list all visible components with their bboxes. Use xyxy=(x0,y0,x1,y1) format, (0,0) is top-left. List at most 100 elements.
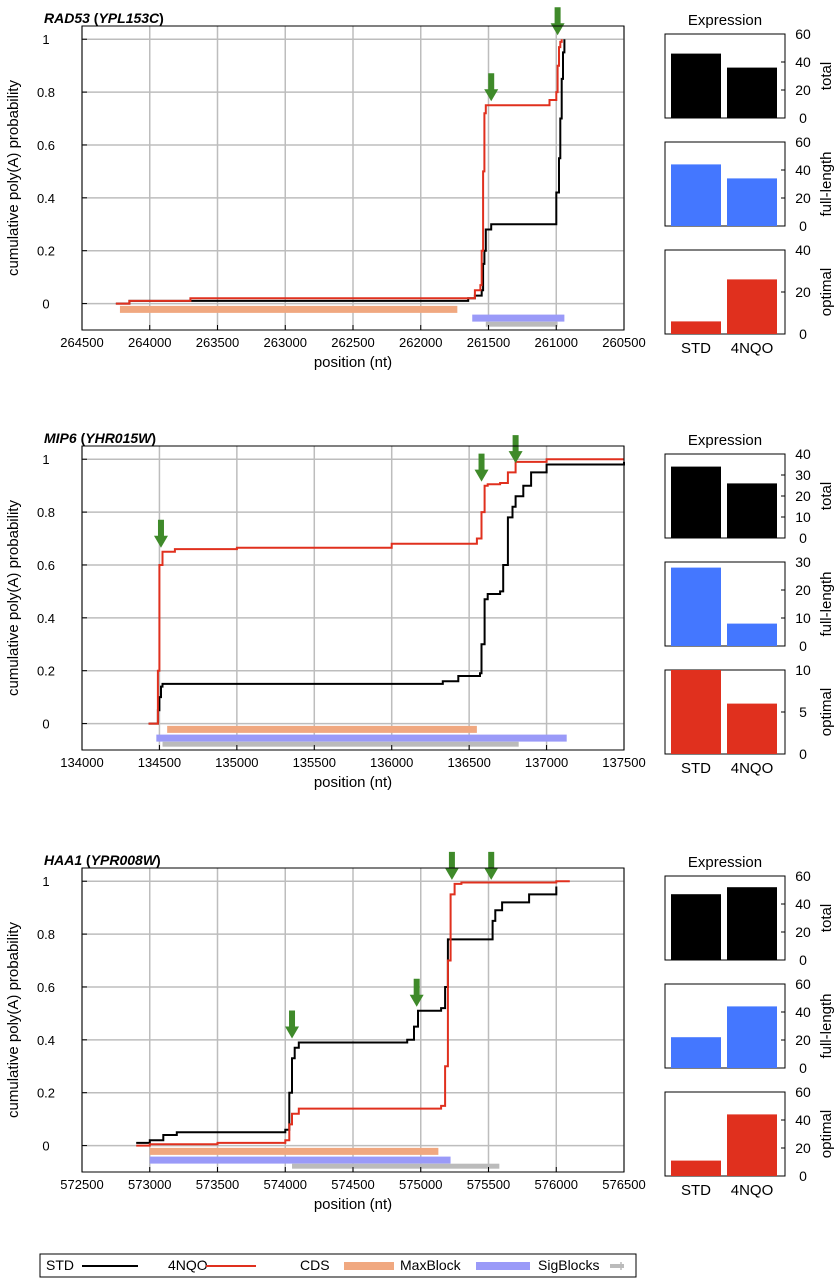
bar-total-4nqo xyxy=(727,483,777,538)
bar-y-tick-label: 30 xyxy=(795,554,811,570)
x-tick-label: 575000 xyxy=(399,1177,442,1192)
bar-full-length-std xyxy=(671,567,721,646)
bar-chart-label: total xyxy=(818,62,835,90)
y-tick-label: 1 xyxy=(42,874,49,889)
x-tick-label: 136000 xyxy=(370,755,413,770)
y-tick-label: 0 xyxy=(42,1139,49,1154)
bar-y-tick-label: 0 xyxy=(799,1168,807,1184)
bar-total-std xyxy=(671,894,721,960)
paren-close: ) xyxy=(159,10,164,26)
poly-a-site-arrow xyxy=(484,851,499,880)
paren-open: ( xyxy=(90,10,99,26)
y-tick-label: 0.8 xyxy=(37,505,55,520)
bar-y-tick-label: 0 xyxy=(799,218,807,234)
gene-name: HAA1 xyxy=(44,852,82,868)
bar-y-tick-label: 40 xyxy=(795,446,811,462)
y-axis-label: cumulative poly(A) probability xyxy=(5,500,22,696)
block-maxblock xyxy=(472,314,565,322)
paren-close: ) xyxy=(151,430,156,446)
block-maxblock xyxy=(149,1156,451,1164)
plot-area xyxy=(82,446,624,750)
x-tick-label: 263000 xyxy=(264,335,307,350)
y-axis-label: cumulative poly(A) probability xyxy=(5,80,22,276)
gene-name: RAD53 xyxy=(44,10,90,26)
bar-y-tick-label: 20 xyxy=(795,82,811,98)
paren-open: ( xyxy=(77,430,86,446)
poly-a-site-arrow xyxy=(153,519,168,548)
bar-y-tick-label: 0 xyxy=(799,1060,807,1076)
block-cds xyxy=(119,305,458,313)
bar-full-length-std xyxy=(671,164,721,226)
legend-label: SigBlocks xyxy=(538,1257,599,1273)
bar-y-tick-label: 10 xyxy=(795,509,811,525)
panel-c: HAA1 (YPR008W) 572500 573000 573500 574000 57… xyxy=(5,851,835,1213)
block-cds xyxy=(149,1147,439,1155)
bar-y-tick-label: 20 xyxy=(795,1140,811,1156)
x-tick-label: 262000 xyxy=(399,335,442,350)
bar-y-tick-label: 20 xyxy=(795,924,811,940)
legend-swatch-cds xyxy=(344,1262,394,1270)
gene-name: MIP6 xyxy=(44,430,77,446)
bar-y-tick-label: 60 xyxy=(795,976,811,992)
x-tick-label: 574000 xyxy=(264,1177,307,1192)
y-axis-label: cumulative poly(A) probability xyxy=(5,922,22,1118)
orf-name: YHR015W xyxy=(85,430,153,446)
y-tick-label: 0.6 xyxy=(37,558,55,573)
legend: STD 4NQO CDS MaxBlock SigBlocks xyxy=(39,1253,637,1278)
series-4nqo xyxy=(136,880,570,1147)
block-cds xyxy=(167,725,477,733)
bar-full-length-4nqo xyxy=(727,178,777,226)
panel-b: MIP6 (YHR015W)134000 134500 135000 135500 13… xyxy=(5,430,835,791)
bar-y-tick-label: 5 xyxy=(799,704,807,720)
legend-swatch-maxblock xyxy=(476,1262,530,1270)
bar-chart-label: optimal xyxy=(818,1110,835,1158)
expression-title: Expression xyxy=(688,854,762,871)
panel-title: MIP6 (YHR015W) xyxy=(44,430,156,446)
bar-y-tick-label: 20 xyxy=(795,190,811,206)
y-tick-label: 1 xyxy=(42,32,49,47)
orf-name: YPL153C xyxy=(98,10,160,26)
legend-label: MaxBlock xyxy=(400,1257,462,1273)
legend-label: STD xyxy=(46,1257,74,1273)
category-label: 4NQO xyxy=(731,340,774,357)
bar-chart-label: total xyxy=(818,482,835,510)
bar-chart-label: full-length xyxy=(818,993,835,1058)
bar-y-tick-label: 60 xyxy=(795,26,811,42)
x-tick-label: 576000 xyxy=(535,1177,578,1192)
y-tick-label: 0.2 xyxy=(37,244,55,259)
category-label: STD xyxy=(681,760,711,777)
paren-close: ) xyxy=(156,852,161,868)
legend-label: CDS xyxy=(300,1257,330,1273)
x-tick-label: 137000 xyxy=(525,755,568,770)
bar-y-tick-label: 40 xyxy=(795,162,811,178)
x-axis-label: position (nt) xyxy=(314,354,392,371)
bar-y-tick-label: 0 xyxy=(799,110,807,126)
y-tick-label: 0.8 xyxy=(37,85,55,100)
series-4nqo xyxy=(148,458,624,725)
category-label: STD xyxy=(681,340,711,357)
bar-y-tick-label: 40 xyxy=(795,1112,811,1128)
series-4nqo xyxy=(115,39,563,305)
y-tick-label: 0.6 xyxy=(37,138,55,153)
series-std xyxy=(136,886,558,1144)
x-tick-label: 134500 xyxy=(138,755,181,770)
bar-y-tick-label: 60 xyxy=(795,1084,811,1100)
block-sigblocks xyxy=(485,321,558,327)
expression-panel: Expression 0 20 40 60 total 0 20 40 60 full-length… xyxy=(664,854,835,1199)
bar-y-tick-label: 0 xyxy=(799,326,807,342)
bar-chart-label: optimal xyxy=(818,268,835,316)
bar-total-4nqo xyxy=(727,887,777,960)
bar-y-tick-label: 40 xyxy=(795,242,811,258)
x-tick-label: 262500 xyxy=(331,335,374,350)
x-tick-label: 261500 xyxy=(467,335,510,350)
bar-y-tick-label: 10 xyxy=(795,662,811,678)
bar-chart-label: total xyxy=(818,904,835,932)
x-tick-label: 576500 xyxy=(602,1177,645,1192)
x-tick-label: 573500 xyxy=(196,1177,239,1192)
x-tick-label: 137500 xyxy=(602,755,645,770)
bar-optimal-4nqo xyxy=(727,703,777,754)
y-tick-label: 0 xyxy=(42,717,49,732)
bar-y-tick-label: 20 xyxy=(795,284,811,300)
x-tick-label: 574500 xyxy=(331,1177,374,1192)
panel-a: RAD53 (YPL153C) 264500 264000 263500 263000 2… xyxy=(5,7,835,371)
